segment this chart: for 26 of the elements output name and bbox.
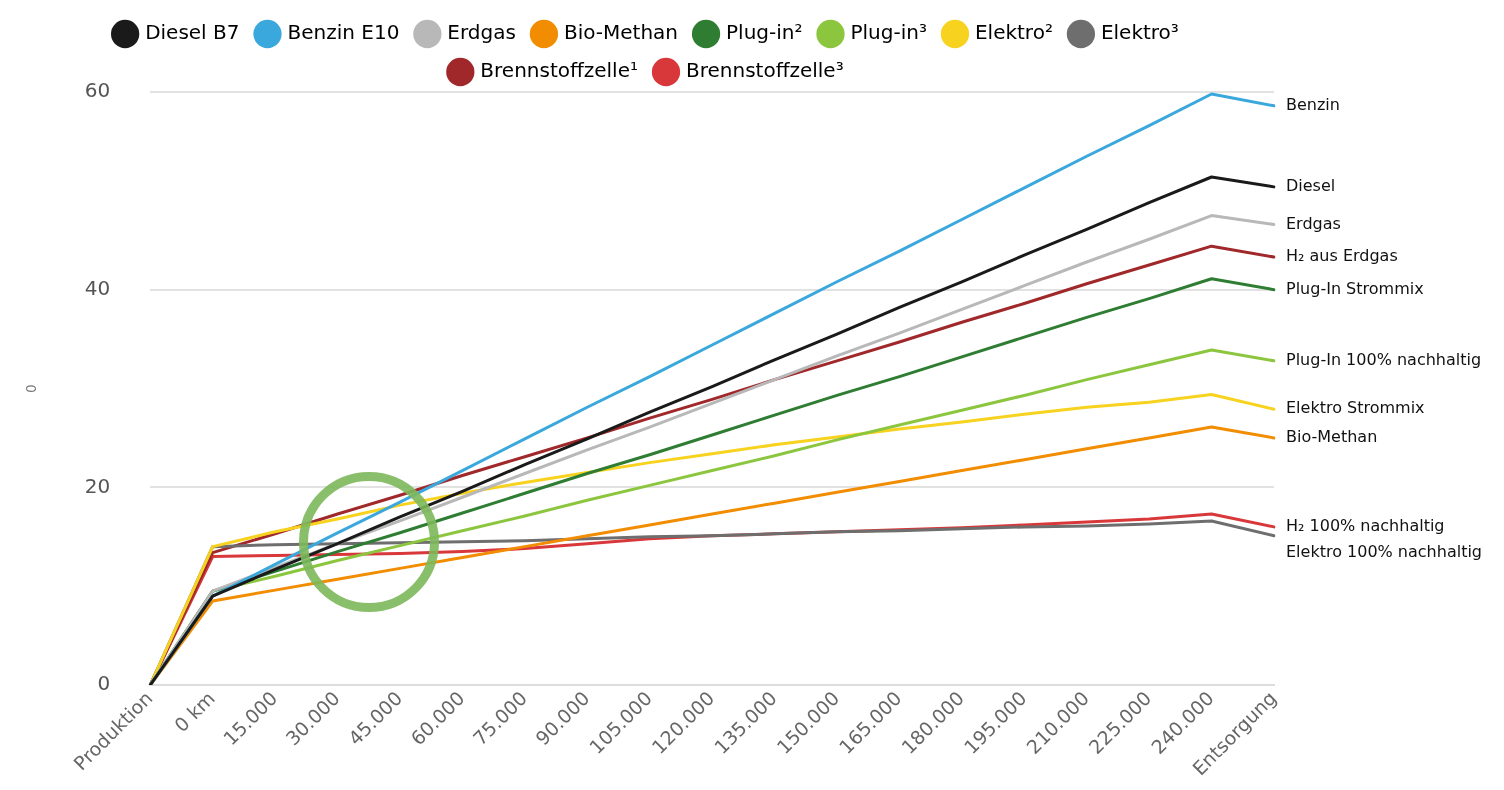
x-tick-label: 0 km — [169, 686, 219, 737]
y-tick-label: 40 — [84, 275, 111, 300]
annotation: Elektro Strommix — [1286, 398, 1425, 418]
legend-label: Diesel B7 — [145, 20, 240, 45]
legend-label: Plug-in² — [726, 20, 803, 45]
annotation: Bio-Methan — [1286, 427, 1378, 447]
y-tick-label: 0 — [97, 671, 111, 696]
legend-label: Brennstoffzelle¹ — [480, 58, 639, 83]
annotation: Benzin — [1286, 94, 1340, 114]
annotation: Diesel — [1286, 176, 1336, 196]
legend-label: Bio-Methan — [563, 20, 679, 45]
legend-label: Elektro² — [974, 20, 1053, 45]
y-tick-label: 20 — [84, 473, 111, 498]
annotation: Elektro 100% nachhaltig — [1286, 542, 1483, 562]
legend-label: Brennstoffzelle³ — [686, 58, 844, 83]
annotation: H₂ 100% nachhaltig — [1286, 516, 1445, 536]
annotation: Erdgas — [1286, 213, 1341, 233]
legend-label: Elektro³ — [1100, 20, 1179, 45]
legend-label: Erdgas — [447, 20, 516, 45]
y-tick-label: 60 — [84, 78, 111, 103]
annotation: Plug-In Strommix — [1286, 278, 1424, 298]
annotation: H₂ aus Erdgas — [1286, 246, 1398, 266]
y-axis-title: 0 — [23, 384, 40, 393]
legend-label: Plug-in³ — [850, 20, 927, 45]
annotation: Plug-In 100% nachhaltig — [1286, 349, 1482, 369]
legend-label: Benzin E10 — [287, 20, 400, 45]
